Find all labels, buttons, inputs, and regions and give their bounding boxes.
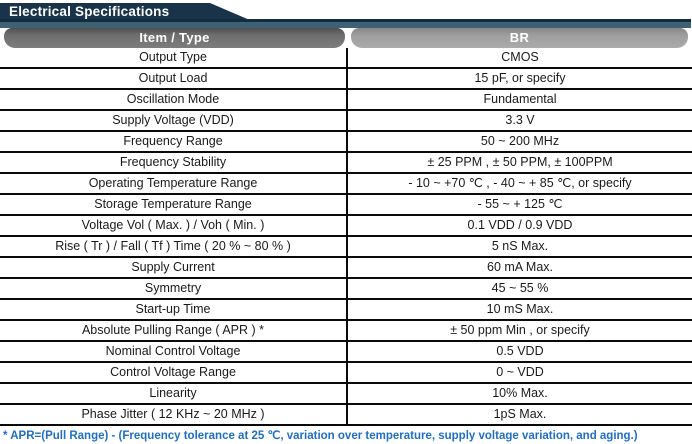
- spec-item-cell: Control Voltage Range: [0, 363, 348, 384]
- spec-item-cell: Absolute Pulling Range ( APR ) *: [0, 321, 348, 342]
- table-row: Symmetry 45 ~ 55 %: [0, 279, 692, 300]
- table-row: Voltage Vol ( Max. ) / Voh ( Min. ) 0.1 …: [0, 216, 692, 237]
- electrical-spec-table: Output Type CMOS Output Load 15 pF, or s…: [0, 48, 692, 426]
- spec-value-cell: ± 50 ppm Min , or specify: [348, 321, 692, 342]
- spec-item-cell: Frequency Range: [0, 132, 348, 153]
- spec-item-cell: Start-up Time: [0, 300, 348, 321]
- table-row: Oscillation Mode Fundamental: [0, 90, 692, 111]
- spec-value-cell: 60 mA Max.: [348, 258, 692, 279]
- spec-item-cell: Output Load: [0, 69, 348, 90]
- table-row: Phase Jitter ( 12 KHz ~ 20 MHz ) 1pS Max…: [0, 405, 692, 426]
- spec-value-cell: 5 nS Max.: [348, 237, 692, 258]
- spec-item-cell: Oscillation Mode: [0, 90, 348, 111]
- spec-item-cell: Nominal Control Voltage: [0, 342, 348, 363]
- spec-item-cell: Rise ( Tr ) / Fall ( Tf ) Time ( 20 % ~ …: [0, 237, 348, 258]
- spec-item-cell: Frequency Stability: [0, 153, 348, 174]
- table-row: Nominal Control Voltage 0.5 VDD: [0, 342, 692, 363]
- spec-value-cell: 15 pF, or specify: [348, 69, 692, 90]
- section-title-tab: Electrical Specifications: [0, 3, 252, 21]
- spec-item-cell: Supply Voltage (VDD): [0, 111, 348, 132]
- spec-value-cell: 0.5 VDD: [348, 342, 692, 363]
- spec-value-cell: - 55 ~ + 125 ℃: [348, 195, 692, 216]
- spec-value-cell: 0 ~ VDD: [348, 363, 692, 384]
- spec-value-cell: - 10 ~ +70 ℃ , - 40 ~ + 85 ℃, or specify: [348, 174, 692, 195]
- spec-value-cell: 0.1 VDD / 0.9 VDD: [348, 216, 692, 237]
- table-row: Control Voltage Range 0 ~ VDD: [0, 363, 692, 384]
- table-row: Output Type CMOS: [0, 48, 692, 69]
- section-title: Electrical Specifications: [9, 4, 170, 19]
- table-row: Linearity 10% Max.: [0, 384, 692, 405]
- table-row: Start-up Time 10 mS Max.: [0, 300, 692, 321]
- spec-item-cell: Operating Temperature Range: [0, 174, 348, 195]
- apr-footnote: * APR=(Pull Range) - (Frequency toleranc…: [3, 430, 638, 442]
- table-row: Frequency Stability ± 25 PPM , ± 50 PPM,…: [0, 153, 692, 174]
- spec-value-cell: 45 ~ 55 %: [348, 279, 692, 300]
- table-row: Rise ( Tr ) / Fall ( Tf ) Time ( 20 % ~ …: [0, 237, 692, 258]
- spec-value-cell: CMOS: [348, 48, 692, 69]
- table-row: Output Load 15 pF, or specify: [0, 69, 692, 90]
- spec-value-cell: 50 ~ 200 MHz: [348, 132, 692, 153]
- spec-value-cell: Fundamental: [348, 90, 692, 111]
- spec-item-cell: Storage Temperature Range: [0, 195, 348, 216]
- section-title-underline-bar: [0, 19, 691, 28]
- table-row: Absolute Pulling Range ( APR ) * ± 50 pp…: [0, 321, 692, 342]
- spec-item-cell: Phase Jitter ( 12 KHz ~ 20 MHz ): [0, 405, 348, 426]
- table-row: Frequency Range 50 ~ 200 MHz: [0, 132, 692, 153]
- spec-value-cell: ± 25 PPM , ± 50 PPM, ± 100PPM: [348, 153, 692, 174]
- spec-value-cell: 10% Max.: [348, 384, 692, 405]
- column-header-item-type: Item / Type: [4, 28, 345, 48]
- table-row: Operating Temperature Range - 10 ~ +70 ℃…: [0, 174, 692, 195]
- table-row: Storage Temperature Range - 55 ~ + 125 ℃: [0, 195, 692, 216]
- table-row: Supply Voltage (VDD) 3.3 V: [0, 111, 692, 132]
- spec-item-cell: Output Type: [0, 48, 348, 69]
- column-header-br: BR: [351, 28, 688, 48]
- spec-item-cell: Voltage Vol ( Max. ) / Voh ( Min. ): [0, 216, 348, 237]
- spec-item-cell: Supply Current: [0, 258, 348, 279]
- spec-value-cell: 10 mS Max.: [348, 300, 692, 321]
- spec-item-cell: Symmetry: [0, 279, 348, 300]
- table-row: Supply Current 60 mA Max.: [0, 258, 692, 279]
- spec-value-cell: 3.3 V: [348, 111, 692, 132]
- spec-item-cell: Linearity: [0, 384, 348, 405]
- spec-value-cell: 1pS Max.: [348, 405, 692, 426]
